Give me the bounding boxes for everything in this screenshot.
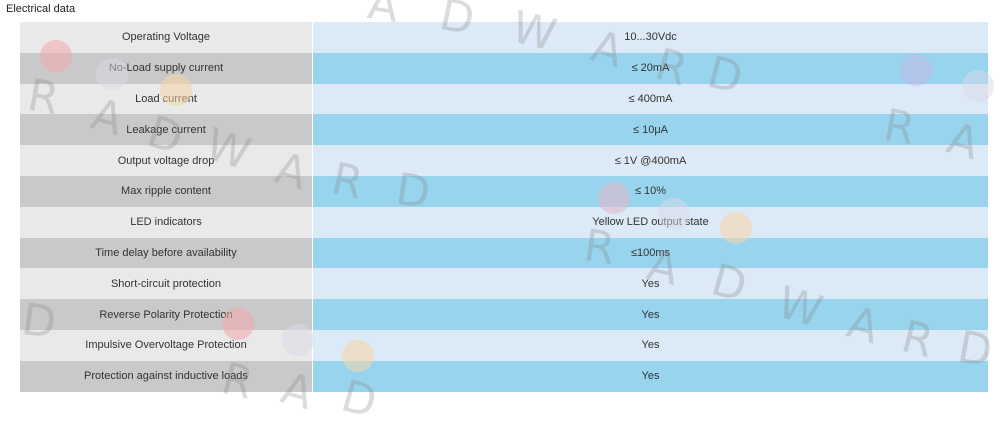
row-value: ≤ 10μA xyxy=(313,114,988,146)
row-value: Yes xyxy=(313,360,988,392)
table-row: LED indicators Yellow LED output state xyxy=(20,206,988,238)
row-value: 10...30Vdc xyxy=(313,22,988,53)
row-value: Yes xyxy=(313,299,988,330)
row-value: Yellow LED output state xyxy=(313,206,988,238)
table-row: Leakage current ≤ 10μA xyxy=(20,114,988,146)
row-label: No-Load supply current xyxy=(20,52,313,84)
row-label: Load current xyxy=(20,83,313,115)
row-value: ≤ 20mA xyxy=(313,52,988,84)
table-row: No-Load supply current ≤ 20mA xyxy=(20,52,988,84)
row-label: Short-circuit protection xyxy=(20,268,313,300)
row-label: Impulsive Overvoltage Protection xyxy=(20,329,313,361)
table-row: Operating Voltage 10...30Vdc xyxy=(20,22,988,53)
row-value: Yes xyxy=(313,268,988,300)
table-row: Max ripple content ≤ 10% xyxy=(20,175,988,207)
row-value: ≤ 1V @400mA xyxy=(313,145,988,176)
row-value: Yes xyxy=(313,329,988,361)
row-label: Operating Voltage xyxy=(20,22,313,53)
row-label: Protection against inductive loads xyxy=(20,360,313,392)
row-label: Output voltage drop xyxy=(20,145,313,176)
table-row: Short-circuit protection Yes xyxy=(20,268,988,300)
row-label: Reverse Polarity Protection xyxy=(20,299,313,330)
table-row: Time delay before availability ≤100ms xyxy=(20,237,988,269)
row-label: Leakage current xyxy=(20,114,313,146)
row-value: ≤ 400mA xyxy=(313,83,988,115)
row-value: ≤100ms xyxy=(313,237,988,269)
table-row: Reverse Polarity Protection Yes xyxy=(20,299,988,330)
table-row: Load current ≤ 400mA xyxy=(20,83,988,115)
row-label: Max ripple content xyxy=(20,175,313,207)
table-row: Output voltage drop ≤ 1V @400mA xyxy=(20,145,988,176)
row-value: ≤ 10% xyxy=(313,175,988,207)
row-label: LED indicators xyxy=(20,206,313,238)
row-label: Time delay before availability xyxy=(20,237,313,269)
table-row: Impulsive Overvoltage Protection Yes xyxy=(20,329,988,361)
section-title: Electrical data xyxy=(6,3,76,15)
table-row: Protection against inductive loads Yes xyxy=(20,360,988,392)
electrical-data-table: Operating Voltage 10...30Vdc No-Load sup… xyxy=(20,22,988,392)
